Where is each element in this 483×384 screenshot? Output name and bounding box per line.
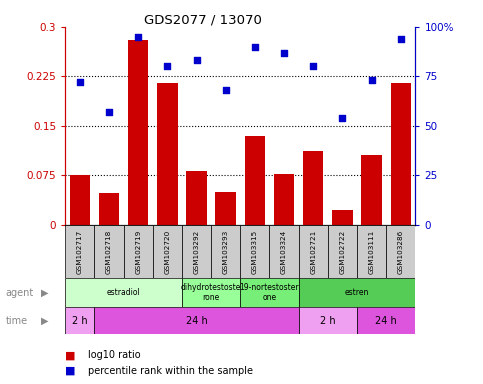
Text: GSM102718: GSM102718 (106, 229, 112, 274)
Text: GDS2077 / 13070: GDS2077 / 13070 (144, 13, 262, 26)
Bar (94, 307, 298, 334)
Bar (274, 174, 294, 225)
Text: agent: agent (6, 288, 34, 298)
Bar (153, 225, 182, 278)
Bar (182, 278, 241, 307)
Text: ■: ■ (65, 366, 76, 376)
Text: GSM102722: GSM102722 (340, 229, 345, 274)
Text: GSM102719: GSM102719 (135, 229, 141, 274)
Text: dihydrotestoste
rone: dihydrotestoste rone (181, 283, 242, 302)
Text: GSM103286: GSM103286 (398, 229, 404, 274)
Text: percentile rank within the sample: percentile rank within the sample (88, 366, 254, 376)
Bar (65, 225, 94, 278)
Point (339, 115, 346, 121)
Text: GSM103111: GSM103111 (369, 229, 375, 274)
Text: time: time (6, 316, 28, 326)
Bar (391, 83, 411, 225)
Bar (357, 307, 415, 334)
Point (134, 34, 142, 40)
Bar (94, 225, 124, 278)
Text: GSM103324: GSM103324 (281, 229, 287, 274)
Text: 19-nortestoster
one: 19-nortestoster one (240, 283, 299, 302)
Point (163, 63, 171, 70)
Text: GSM103293: GSM103293 (223, 229, 229, 274)
Text: GSM102721: GSM102721 (310, 229, 316, 274)
Text: ▶: ▶ (41, 316, 48, 326)
Point (76, 79, 84, 85)
Bar (386, 225, 415, 278)
Text: estradiol: estradiol (107, 288, 141, 297)
Text: 2 h: 2 h (72, 316, 87, 326)
Text: 2 h: 2 h (320, 316, 336, 326)
Bar (99, 193, 119, 225)
Point (280, 50, 288, 56)
Text: log10 ratio: log10 ratio (88, 350, 141, 360)
Point (368, 77, 375, 83)
Bar (328, 225, 357, 278)
Bar (128, 40, 148, 225)
Bar (157, 83, 178, 225)
Point (193, 58, 200, 64)
Bar (270, 225, 298, 278)
Point (105, 109, 113, 115)
Point (251, 44, 259, 50)
Text: GSM103292: GSM103292 (194, 229, 199, 274)
Bar (357, 225, 386, 278)
Bar (70, 175, 90, 225)
Bar (241, 278, 298, 307)
Bar (361, 156, 382, 225)
Text: GSM102717: GSM102717 (77, 229, 83, 274)
Text: 24 h: 24 h (375, 316, 397, 326)
Point (397, 36, 405, 42)
Text: GSM103315: GSM103315 (252, 229, 258, 274)
Point (310, 63, 317, 70)
Point (222, 87, 229, 93)
Bar (245, 136, 265, 225)
Bar (186, 170, 207, 225)
Bar (124, 225, 153, 278)
Text: GSM102720: GSM102720 (164, 229, 170, 274)
Text: ▶: ▶ (41, 288, 48, 298)
Text: 24 h: 24 h (185, 316, 207, 326)
Bar (65, 307, 94, 334)
Bar (65, 278, 182, 307)
Bar (298, 278, 415, 307)
Bar (182, 225, 211, 278)
Bar (298, 307, 357, 334)
Bar (211, 225, 241, 278)
Text: estren: estren (345, 288, 369, 297)
Bar (332, 210, 353, 225)
Bar (303, 151, 324, 225)
Text: ■: ■ (65, 350, 76, 360)
Bar (241, 225, 270, 278)
Bar (215, 192, 236, 225)
Bar (298, 225, 328, 278)
